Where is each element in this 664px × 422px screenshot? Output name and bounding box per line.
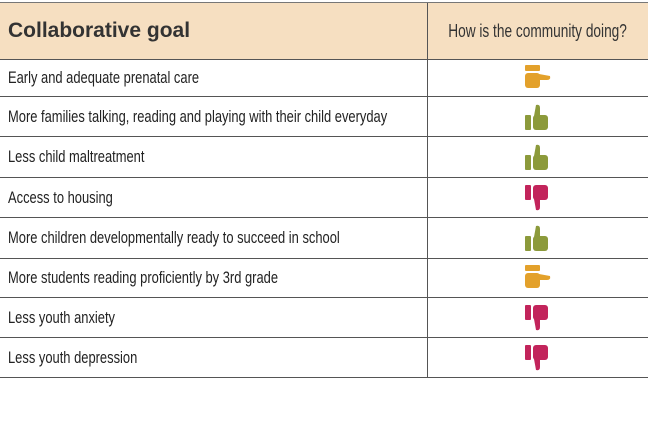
goal-text: Less youth depression — [8, 347, 138, 367]
goal-text: Early and adequate prenatal care — [8, 68, 200, 87]
table-row: More children developmentally ready to s… — [0, 218, 648, 259]
status-cell — [428, 60, 648, 96]
thumb-shape — [525, 225, 548, 251]
thumb-icon — [525, 65, 551, 88]
thumb-icon — [525, 184, 548, 210]
table-row: More students reading proficiently by 3r… — [0, 259, 648, 298]
status-cell — [428, 338, 648, 377]
goal-cell: Less child maltreatment — [0, 137, 428, 177]
status-cell — [428, 97, 648, 136]
goal-cell: Access to housing — [0, 178, 428, 217]
header-text: How is the community doing? — [448, 20, 628, 41]
header-cell: How is the community doing? — [428, 3, 648, 59]
goal-cell: More students reading proficiently by 3r… — [0, 259, 428, 297]
thumb-shape — [525, 65, 551, 88]
thumb-shape — [525, 304, 548, 330]
table-row: Less youth anxiety — [0, 298, 648, 338]
thumb-icon — [525, 344, 548, 370]
goal-text: Less child maltreatment — [8, 147, 145, 166]
table-row: Less child maltreatment — [0, 137, 648, 178]
status-cell — [428, 218, 648, 258]
status-cell — [428, 137, 648, 177]
thumb-shape — [525, 344, 548, 370]
thumb-shape — [525, 104, 548, 130]
table-row: Less youth depression — [0, 338, 648, 378]
goal-cell: Less youth anxiety — [0, 298, 428, 337]
thumb-icon — [525, 304, 548, 330]
table-row: More families talking, reading and playi… — [0, 97, 648, 137]
goal-text: More children developmentally ready to s… — [8, 228, 340, 247]
goal-cell: More families talking, reading and playi… — [0, 97, 428, 136]
goal-cell: Less youth depression — [0, 338, 428, 377]
thumb-shape — [525, 184, 548, 210]
goal-text: Less youth anxiety — [8, 307, 116, 327]
thumb-icon — [525, 265, 551, 288]
table-row: Early and adequate prenatal care — [0, 60, 648, 97]
header-text: Collaborative goal — [8, 19, 191, 42]
thumb-shape — [525, 265, 551, 288]
table: Collaborative goal How is the community … — [0, 2, 648, 378]
status-cell — [428, 259, 648, 297]
status-cell — [428, 298, 648, 337]
thumb-icon — [525, 144, 548, 170]
goal-cell: Early and adequate prenatal care — [0, 60, 428, 96]
thumb-shape — [525, 144, 548, 170]
goal-text: Access to housing — [8, 187, 113, 207]
goal-text: More students reading proficiently by 3r… — [8, 268, 279, 287]
goal-cell: More children developmentally ready to s… — [0, 218, 428, 258]
status-cell — [428, 178, 648, 217]
thumb-icon — [525, 225, 548, 251]
header-row: Collaborative goal How is the community … — [0, 2, 648, 60]
thumb-icon — [525, 104, 548, 130]
table-row: Access to housing — [0, 178, 648, 218]
goal-text: More families talking, reading and playi… — [8, 106, 388, 126]
header-cell: Collaborative goal — [0, 3, 428, 59]
